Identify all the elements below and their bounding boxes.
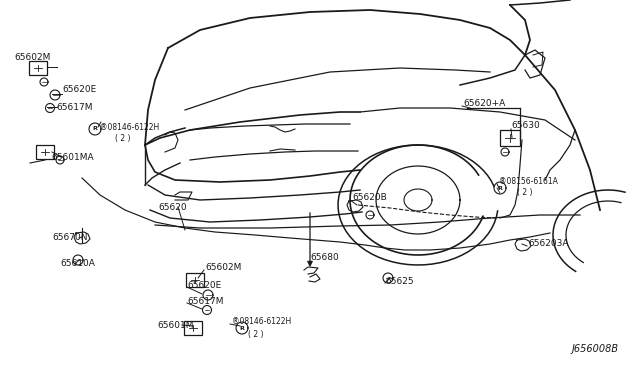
Text: 65620B: 65620B — [352, 193, 387, 202]
Text: 65670N: 65670N — [52, 232, 88, 241]
Text: ( 2 ): ( 2 ) — [115, 135, 131, 144]
Bar — [29, 61, 47, 75]
Bar — [500, 130, 520, 146]
Text: 65630: 65630 — [511, 122, 540, 131]
Text: R: R — [93, 126, 97, 131]
Bar — [36, 145, 54, 159]
Text: 65602M: 65602M — [205, 263, 241, 273]
Text: ®08146-6122H: ®08146-6122H — [100, 122, 159, 131]
Text: 65602M: 65602M — [14, 54, 51, 62]
Text: 65601M: 65601M — [157, 321, 193, 330]
Text: 65617M: 65617M — [187, 296, 223, 305]
Text: J656008B: J656008B — [572, 344, 619, 354]
Text: 65610A: 65610A — [60, 260, 95, 269]
Text: 65601MA: 65601MA — [51, 154, 93, 163]
Text: ( 2 ): ( 2 ) — [517, 187, 532, 196]
Text: 65620E: 65620E — [62, 86, 96, 94]
Text: 65620+A: 65620+A — [463, 99, 505, 108]
Text: 65620: 65620 — [158, 202, 187, 212]
Text: ®08156-6161A: ®08156-6161A — [499, 176, 558, 186]
Text: 65620E: 65620E — [187, 280, 221, 289]
Text: 656203A: 656203A — [528, 240, 568, 248]
Text: ®08146-6122H: ®08146-6122H — [232, 317, 291, 327]
Text: 65625: 65625 — [385, 278, 413, 286]
Text: 65617M: 65617M — [56, 103, 93, 112]
Text: ( 2 ): ( 2 ) — [248, 330, 264, 339]
Text: R: R — [239, 326, 244, 330]
Text: 65680: 65680 — [310, 253, 339, 263]
Bar — [186, 273, 204, 287]
Text: R: R — [497, 186, 502, 190]
Bar — [184, 321, 202, 335]
